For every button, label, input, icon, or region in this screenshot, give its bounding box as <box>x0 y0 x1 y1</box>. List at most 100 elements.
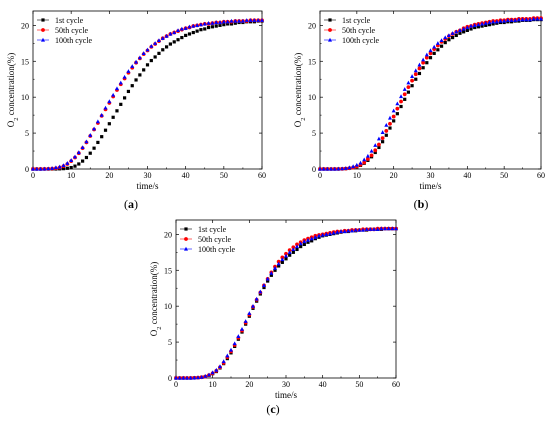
data-point <box>198 22 203 27</box>
data-point <box>287 250 292 254</box>
data-point <box>149 58 153 63</box>
data-point <box>199 28 203 32</box>
legend-marker <box>41 18 45 22</box>
data-point <box>77 162 81 166</box>
y-tick-label: 0 <box>312 165 316 174</box>
data-point <box>38 166 43 171</box>
data-point <box>406 90 410 94</box>
data-point <box>368 227 373 231</box>
data-point <box>210 21 215 25</box>
data-point <box>454 33 458 38</box>
data-point <box>276 261 281 266</box>
data-point <box>191 23 196 28</box>
panel-caption-close: ) <box>276 402 280 416</box>
x-tick-label: 30 <box>282 380 290 389</box>
data-point <box>476 22 481 27</box>
data-point <box>229 22 234 26</box>
data-point <box>410 78 414 83</box>
legend-label: 1st cycle <box>55 16 84 25</box>
data-point <box>161 48 165 52</box>
panel-caption-letter: b <box>418 197 425 211</box>
data-point <box>473 25 477 30</box>
legend-label: 100th cycle <box>342 36 380 45</box>
x-tick-label: 10 <box>209 380 217 389</box>
data-point <box>122 74 127 79</box>
data-point <box>417 71 422 76</box>
data-point <box>269 273 273 277</box>
panel-caption-open: ( <box>266 402 270 416</box>
data-point <box>233 21 237 25</box>
chart-panel-c: 0 10 20 30 40 50 60 0 5 10 15 20 time/s O2 concentrat… <box>149 219 400 416</box>
data-point <box>221 359 226 364</box>
data-point <box>252 18 257 22</box>
data-point <box>520 17 525 22</box>
y-tick-label: 10 <box>308 93 316 102</box>
data-point <box>484 23 488 27</box>
data-point <box>410 84 414 88</box>
data-point <box>317 233 321 238</box>
data-point <box>424 55 429 60</box>
data-point <box>432 44 437 49</box>
data-point <box>384 129 389 133</box>
data-point <box>306 237 310 242</box>
data-point <box>298 241 303 246</box>
data-point <box>84 155 89 160</box>
data-point <box>384 133 388 137</box>
data-point <box>232 341 237 346</box>
data-point <box>214 20 219 25</box>
data-point <box>373 148 378 153</box>
data-point <box>273 265 277 270</box>
legend-marker <box>184 237 188 241</box>
data-point <box>343 166 348 170</box>
data-point <box>373 143 378 147</box>
data-point <box>258 289 263 294</box>
data-point <box>280 260 284 264</box>
data-point <box>157 51 161 55</box>
y-axis-label-prefix: O <box>293 120 303 127</box>
data-point <box>417 62 422 67</box>
data-point <box>187 24 192 29</box>
data-point <box>206 25 211 30</box>
data-point <box>247 311 252 315</box>
data-point <box>225 19 230 24</box>
data-point <box>395 112 399 116</box>
data-point <box>353 227 358 232</box>
data-point <box>61 163 66 168</box>
data-point <box>421 60 426 65</box>
data-point <box>354 162 359 167</box>
data-point <box>168 31 173 36</box>
data-point <box>107 122 111 126</box>
data-point <box>432 51 436 55</box>
data-point <box>402 92 407 97</box>
data-point <box>176 38 180 42</box>
data-point <box>414 77 418 81</box>
data-point <box>446 33 451 38</box>
y-tick-label: 10 <box>164 302 172 311</box>
data-point <box>428 56 433 60</box>
data-point <box>458 31 462 35</box>
x-axis-label: time/s <box>137 181 159 191</box>
data-point <box>192 375 197 380</box>
data-point <box>513 18 518 22</box>
data-point <box>362 160 367 165</box>
data-point <box>524 17 529 22</box>
data-point <box>126 69 131 73</box>
panel-caption-open: ( <box>414 197 418 211</box>
data-point <box>502 18 507 23</box>
data-point <box>111 92 116 97</box>
y-tick-label: 0 <box>25 165 29 174</box>
data-point <box>299 244 303 249</box>
legend-label: 100th cycle <box>55 36 93 45</box>
data-point <box>406 85 411 90</box>
data-point <box>413 68 418 73</box>
data-point <box>156 38 161 43</box>
data-point <box>369 153 374 158</box>
data-point <box>331 230 336 235</box>
y-axis-label-suffix: concentration(%) <box>6 53 16 118</box>
data-point <box>221 19 226 24</box>
x-tick-label: 20 <box>245 380 253 389</box>
data-point <box>469 23 474 28</box>
y-tick-label: 20 <box>21 21 29 30</box>
